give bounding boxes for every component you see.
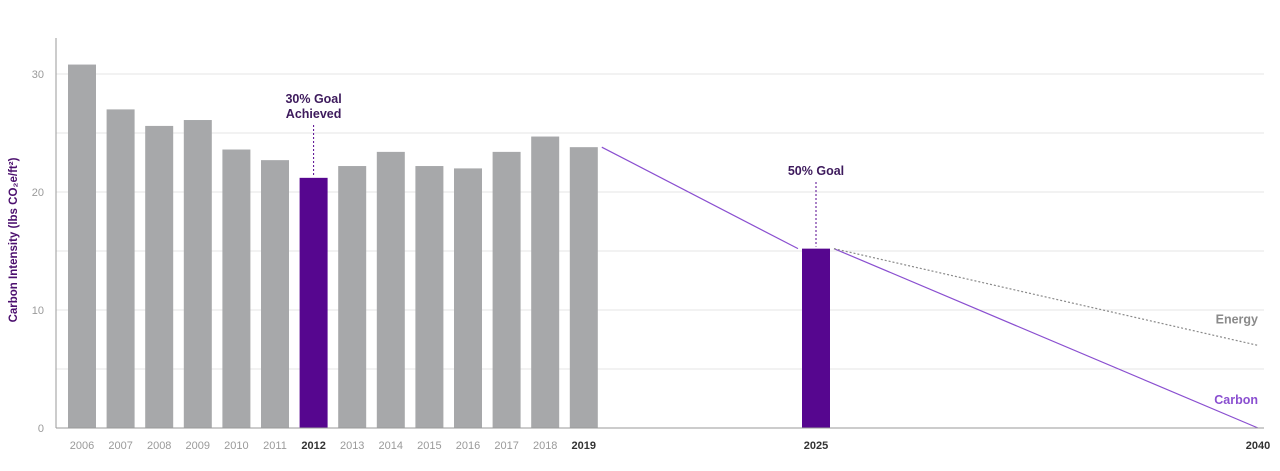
bar-2009 [183, 120, 212, 429]
bars [68, 64, 830, 429]
series-lines: Carbon Energy [601, 146, 1259, 429]
y-tick-label: 0 [38, 423, 44, 435]
bar-2017 [492, 151, 521, 428]
gridlines [56, 73, 1264, 370]
x-tick-label: 2019 [572, 440, 596, 452]
bar-2006 [68, 64, 96, 428]
y-tick-label: 20 [32, 187, 44, 199]
annotation-label: 30% Goal [285, 92, 341, 106]
x-axis: 2006 2007 2008 2009 2010 2011 2012 2013 2014 2015… [56, 427, 1270, 452]
x-tick-label: 2011 [263, 440, 287, 452]
bar-2025 [802, 248, 830, 428]
bar-2008 [145, 125, 174, 429]
x-tick-label: 2014 [379, 440, 403, 452]
x-tick-label: 2018 [533, 440, 557, 452]
y-axis: 0 10 20 30 [32, 38, 57, 435]
series-label-carbon: Carbon [1214, 393, 1258, 407]
x-tick-label: 2040 [1246, 440, 1270, 452]
x-tick-label: 2012 [301, 440, 325, 452]
annotation-label: 50% Goal [788, 164, 844, 178]
x-tick-label: 2017 [494, 440, 518, 452]
x-tick-label: 2016 [456, 440, 480, 452]
bar-2010 [222, 149, 251, 428]
x-tick-label: 2009 [186, 440, 210, 452]
x-tick-label: 2025 [804, 440, 828, 452]
bar-2015 [415, 166, 444, 429]
series-label-energy: Energy [1216, 312, 1258, 326]
y-axis-label: Carbon Intensity (lbs CO₂e/ft²) [8, 157, 20, 322]
bar-2011 [261, 160, 289, 428]
series-line-energy [833, 248, 1259, 346]
series-line-carbon [833, 248, 1259, 429]
bar-2007 [106, 109, 135, 429]
bar-2014 [376, 151, 405, 428]
bar-2019 [569, 147, 598, 428]
x-tick-label: 2010 [224, 440, 248, 452]
bar-2013 [338, 166, 367, 429]
annotation-label: Achieved [286, 107, 342, 121]
y-tick-label: 30 [32, 69, 44, 81]
x-tick-label: 2015 [417, 440, 441, 452]
y-tick-label: 10 [32, 305, 44, 317]
bar-2012 [299, 177, 328, 428]
x-tick-label: 2013 [340, 440, 364, 452]
x-tick-label: 2008 [147, 440, 171, 452]
series-line-carbon [601, 146, 799, 250]
bar-2018 [531, 136, 560, 429]
bar-2016 [454, 168, 482, 428]
x-tick-label: 2006 [70, 440, 94, 452]
x-tick-label: 2007 [108, 440, 132, 452]
